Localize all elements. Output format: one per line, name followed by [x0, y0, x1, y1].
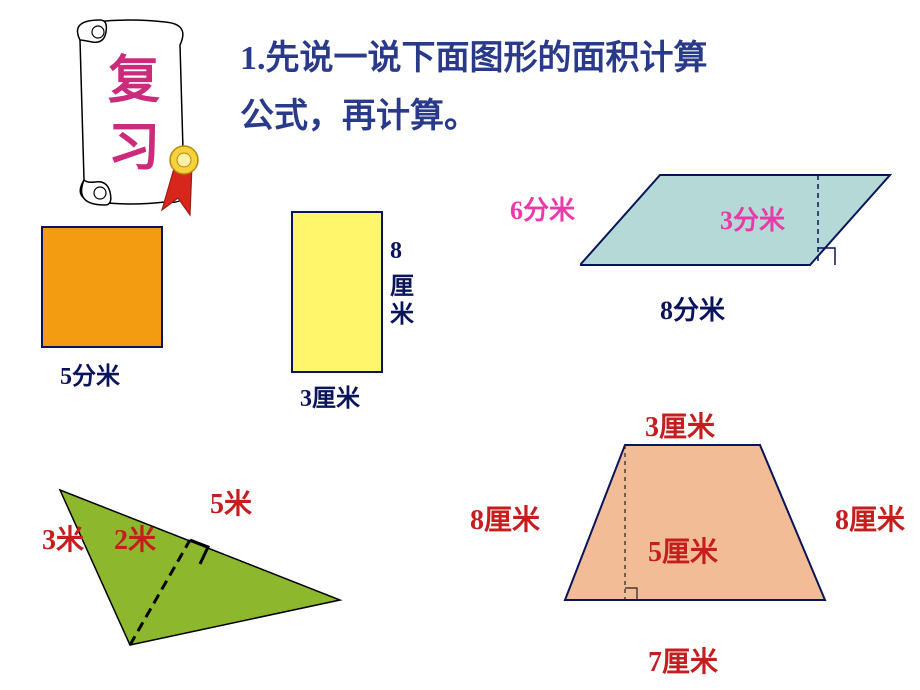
para-label-h: 3分米	[720, 200, 785, 237]
scroll-title-2: 习	[108, 105, 160, 180]
trap-label-h: 5厘米	[648, 530, 718, 570]
rectangle-shape	[290, 210, 384, 374]
triangle-shape	[40, 420, 360, 660]
rectangle-block	[290, 210, 384, 374]
square-block	[40, 225, 164, 349]
tri-label-left: 3米	[42, 518, 84, 558]
para-label-base: 8分米	[660, 290, 725, 327]
trapezoid-shape	[555, 440, 835, 610]
medal-inner-icon	[177, 153, 191, 167]
scroll-block: 复 习	[50, 10, 220, 220]
triangle-block	[40, 420, 360, 660]
trap-label-right: 8厘米	[835, 498, 905, 538]
trapezoid-block	[555, 440, 835, 610]
tri-label-right: 5米	[210, 482, 252, 522]
tri-label-h: 2米	[114, 518, 156, 558]
question-line1: 1.先说一说下面图形的面积计算	[240, 30, 708, 79]
square-shape	[40, 225, 164, 349]
trap-label-bottom: 7厘米	[648, 640, 718, 680]
question-line2: 公式，再计算。	[240, 88, 478, 137]
trap-label-top: 3厘米	[645, 405, 715, 445]
square-label: 5分米	[60, 356, 120, 391]
para-label-side: 6分米	[510, 190, 575, 227]
rect-label-h1: 8	[390, 238, 402, 265]
scroll-title-1: 复	[108, 38, 160, 113]
rect-label-w: 3厘米	[300, 378, 360, 413]
trap-label-left: 8厘米	[470, 498, 540, 538]
rect-label-h3: 米	[390, 294, 414, 329]
